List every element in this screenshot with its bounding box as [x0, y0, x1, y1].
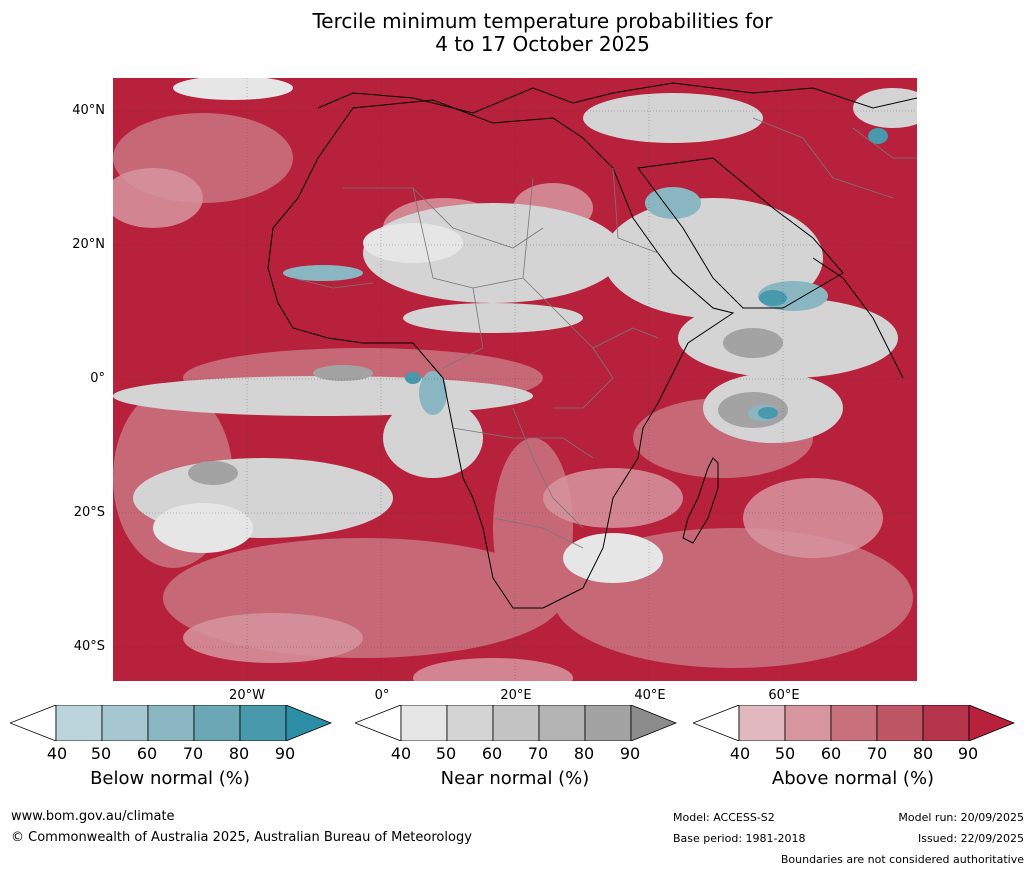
website-text: www.bom.gov.au/climate [11, 809, 175, 824]
above-normal-label: Above normal (%) [771, 768, 935, 789]
colorbar-tick: 80 [912, 744, 934, 763]
model-text: Model: ACCESS-S2 [673, 811, 775, 824]
colorbar-segment [239, 705, 287, 741]
colorbar-tick: 70 [527, 744, 549, 763]
base-period-text: Base period: 1981-2018 [673, 832, 806, 845]
issued-text: Issued: 22/09/2025 [917, 832, 1024, 845]
colorbar-tick: 50 [435, 744, 457, 763]
lon-label-0: 0° [374, 688, 390, 703]
lat-label-40n: 40°N [72, 103, 105, 118]
colorbar-segment [492, 705, 540, 741]
title-line-2: 4 to 17 October 2025 [435, 32, 650, 56]
colorbar-tick: 50 [90, 744, 112, 763]
colorbar-tick: 90 [619, 744, 641, 763]
colorbar-extend-high [968, 705, 1015, 741]
colorbar-segment [784, 705, 832, 741]
map-title: Tercile minimum temperature probabilitie… [0, 10, 1035, 56]
colorbar-tick: 40 [46, 744, 68, 763]
colorbar-segment [193, 705, 241, 741]
colorbar-segment [446, 705, 494, 741]
colorbar-tick: 90 [957, 744, 979, 763]
near-normal-colorbar [355, 705, 677, 741]
lon-label-20e: 20°E [500, 688, 532, 703]
colorbar-tick: 40 [729, 744, 751, 763]
colorbar-tick: 40 [390, 744, 412, 763]
probability-map [113, 78, 917, 681]
colorbar-segment [147, 705, 195, 741]
colorbar-segment [538, 705, 586, 741]
colorbar-extend-low [355, 705, 402, 741]
lon-label-60e: 60°E [768, 688, 800, 703]
map-svg [113, 78, 917, 681]
lon-label-40e: 40°E [634, 688, 666, 703]
colorbar-tick: 50 [774, 744, 796, 763]
lat-label-40s: 40°S [73, 639, 105, 654]
colorbar-segment [830, 705, 878, 741]
colorbar-tick: 60 [820, 744, 842, 763]
colorbar-segment [55, 705, 103, 741]
lat-label-20s: 20°S [73, 505, 105, 520]
colorbar-tick: 70 [866, 744, 888, 763]
colorbar-segment [584, 705, 632, 741]
title-line-1: Tercile minimum temperature probabilitie… [312, 9, 773, 33]
colorbar-segment [922, 705, 970, 741]
colorbar-extend-low [10, 705, 57, 741]
colorbar-tick: 80 [228, 744, 250, 763]
lat-label-0: 0° [90, 371, 105, 386]
colorbar-tick: 60 [136, 744, 158, 763]
lat-label-20n: 20°N [72, 237, 105, 252]
colorbar-extend-high [630, 705, 677, 741]
colorbar-segment [400, 705, 448, 741]
colorbar-tick: 70 [182, 744, 204, 763]
below-normal-label: Below normal (%) [90, 768, 250, 789]
colorbar-extend-high [285, 705, 332, 741]
colorbar-segment [876, 705, 924, 741]
copyright-text: © Commonwealth of Australia 2025, Austra… [11, 830, 472, 845]
above-normal-colorbar [693, 705, 1015, 741]
near-normal-label: Near normal (%) [440, 768, 590, 789]
model-run-text: Model run: 20/09/2025 [898, 811, 1024, 824]
below-normal-colorbar [10, 705, 332, 741]
colorbar-tick: 60 [481, 744, 503, 763]
colorbar-tick: 80 [573, 744, 595, 763]
colorbar-segment [101, 705, 149, 741]
colorbar-extend-low [693, 705, 740, 741]
colorbar-segment [738, 705, 786, 741]
colorbar-tick: 90 [274, 744, 296, 763]
disclaimer-text: Boundaries are not considered authoritat… [780, 853, 1024, 866]
lon-label-20w: 20°W [229, 688, 265, 703]
